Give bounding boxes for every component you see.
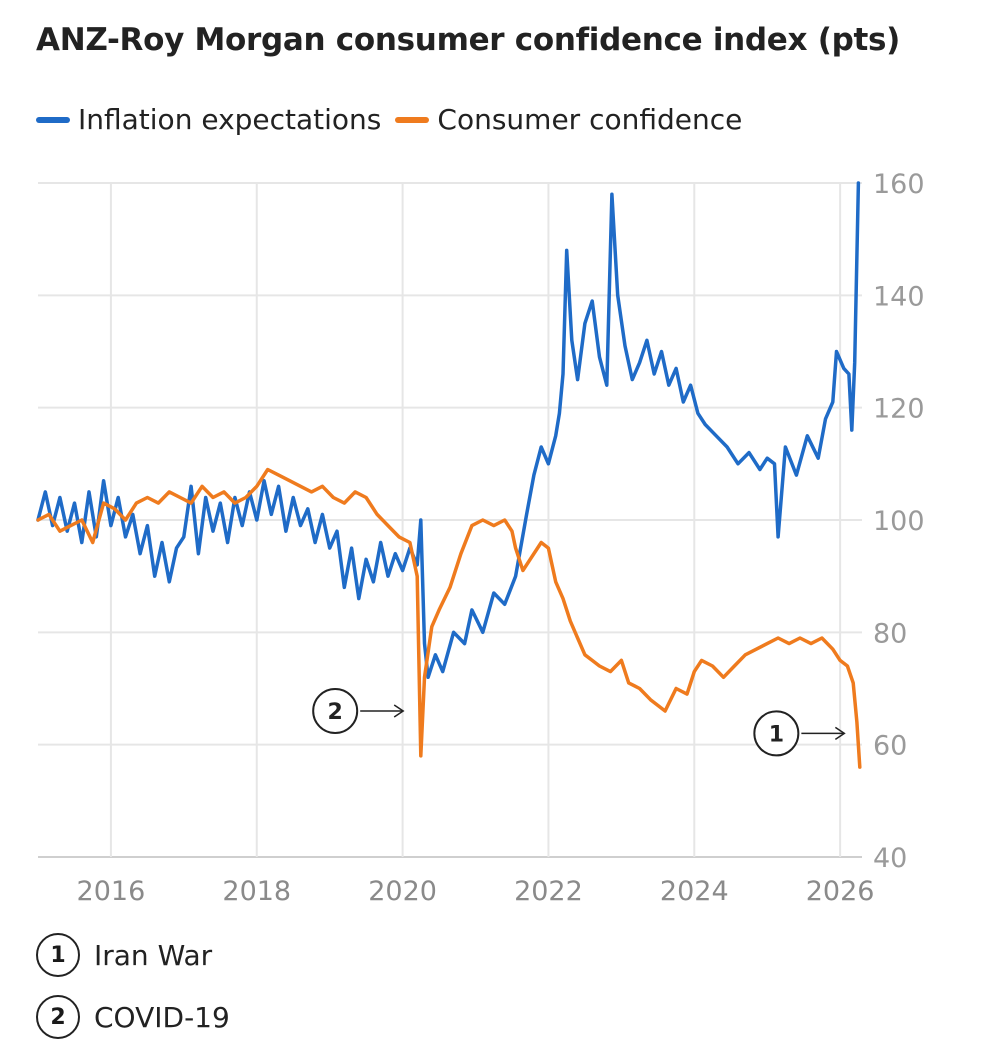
legend-item-confidence: Consumer confidence: [395, 103, 742, 136]
annotation-1-circle: [753, 710, 800, 757]
x-tick-label-2022: 2022: [514, 876, 583, 907]
legend-label-confidence: Consumer confidence: [437, 103, 743, 136]
y-tick-label-80: 80: [873, 618, 907, 649]
y-tick-label-160: 160: [873, 169, 925, 200]
y-tick-label-120: 120: [873, 394, 925, 425]
x-tick-label-2016: 2016: [77, 876, 146, 907]
legend-item-inflation: Inflation expectations: [36, 103, 381, 136]
series-line-inflation-expectations: [36, 181, 861, 680]
legend-swatch-confidence: [395, 116, 430, 123]
annotation-2-arrow-head: [393, 704, 405, 718]
y-tick-label-60: 60: [873, 731, 907, 762]
note-1: 1 Iran War: [36, 930, 230, 980]
x-tick-label-2020: 2020: [368, 876, 437, 907]
series-line-consumer-confidence: [36, 467, 862, 769]
x-tick-label-2024: 2024: [660, 876, 729, 907]
x-tick-label-2026: 2026: [806, 876, 875, 907]
note-2-label: COVID-19: [94, 1000, 230, 1034]
note-1-badge: 1: [36, 933, 80, 977]
chart-legend: Inflation expectations Consumer confiden…: [36, 103, 756, 136]
legend-label-inflation: Inflation expectations: [78, 103, 382, 136]
annotation-2-number: 2: [328, 700, 343, 725]
note-2-badge: 2: [36, 995, 80, 1039]
annotation-1-arrow-head: [834, 726, 846, 741]
note-1-label: Iran War: [94, 938, 213, 972]
annotation-1-number: 1: [769, 722, 784, 747]
chart-title: ANZ-Roy Morgan consumer confidence index…: [36, 22, 901, 58]
line-chart: 40 60 80 100 120 140 160 2016 2018 2020 2022 2024 20…: [36, 169, 925, 907]
y-tick-label-100: 100: [873, 506, 925, 537]
y-tick-label-40: 40: [873, 843, 907, 874]
y-tick-label-140: 140: [873, 281, 925, 312]
note-2: 2 COVID-19: [36, 992, 230, 1042]
annotation-notes: 1 Iran War 2 COVID-19: [36, 930, 230, 1054]
x-tick-label-2018: 2018: [222, 876, 291, 907]
legend-swatch-inflation: [36, 116, 70, 123]
annotation-2-circle: [312, 687, 359, 734]
